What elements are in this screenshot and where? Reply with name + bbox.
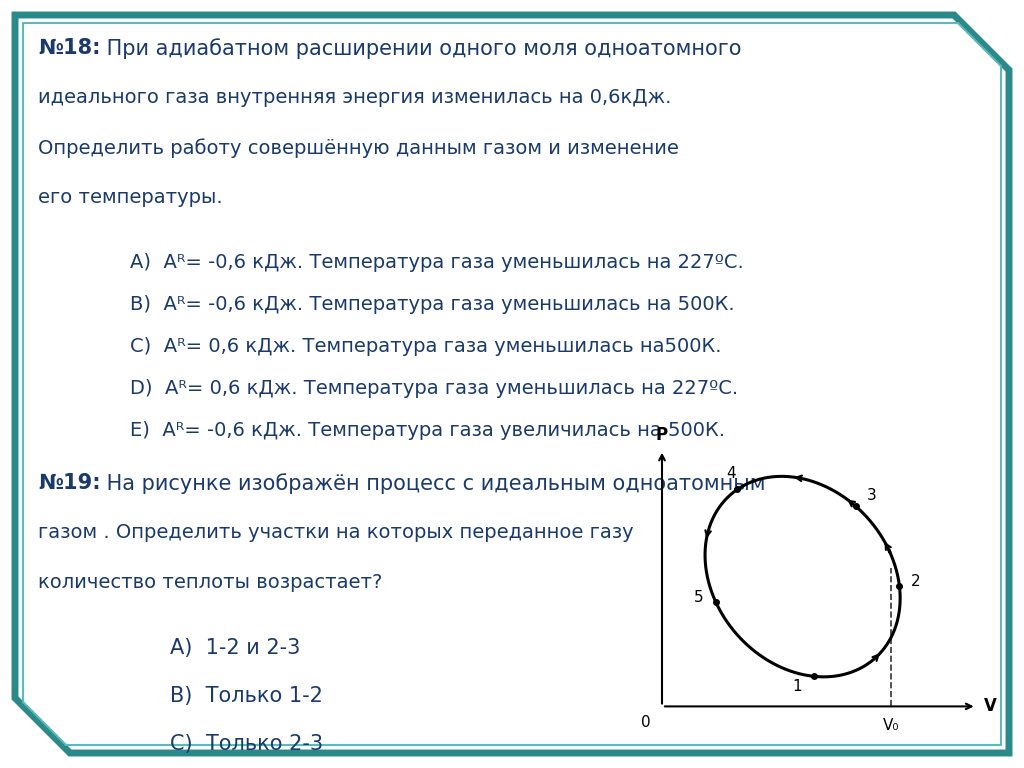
Text: 1: 1: [793, 679, 802, 694]
Text: В)  Аᴿ= -0,6 кДж. Температура газа уменьшилась на 500К.: В) Аᴿ= -0,6 кДж. Температура газа уменьш…: [130, 295, 734, 314]
Text: 4: 4: [726, 465, 736, 481]
Text: Определить работу совершённую данным газом и изменение: Определить работу совершённую данным газ…: [38, 138, 679, 157]
Text: V₀: V₀: [883, 718, 900, 733]
Text: №18:: №18:: [38, 38, 100, 58]
Text: газом . Определить участки на которых переданное газу: газом . Определить участки на которых пе…: [38, 523, 634, 542]
Text: P: P: [656, 425, 668, 444]
Text: В)  Только 1-2: В) Только 1-2: [170, 686, 323, 706]
Text: Е)  Аᴿ= -0,6 кДж. Температура газа увеличилась на 500К.: Е) Аᴿ= -0,6 кДж. Температура газа увелич…: [130, 421, 725, 440]
Text: №19:: №19:: [38, 473, 100, 493]
Text: 5: 5: [693, 590, 703, 605]
Text: С)  Аᴿ= 0,6 кДж. Температура газа уменьшилась на500К.: С) Аᴿ= 0,6 кДж. Температура газа уменьши…: [130, 337, 722, 356]
Text: При адиабатном расширении одного моля одноатомного: При адиабатном расширении одного моля од…: [100, 38, 741, 59]
Text: 3: 3: [867, 488, 877, 503]
Text: А)  Аᴿ= -0,6 кДж. Температура газа уменьшилась на 227ºС.: А) Аᴿ= -0,6 кДж. Температура газа уменьш…: [130, 253, 743, 272]
Text: V: V: [984, 697, 996, 716]
Text: А)  1-2 и 2-3: А) 1-2 и 2-3: [170, 638, 300, 658]
Text: идеального газа внутренняя энергия изменилась на 0,6кДж.: идеального газа внутренняя энергия измен…: [38, 88, 672, 107]
Text: его температуры.: его температуры.: [38, 188, 222, 207]
Text: количество теплоты возрастает?: количество теплоты возрастает?: [38, 573, 382, 592]
Text: D)  Аᴿ= 0,6 кДж. Температура газа уменьшилась на 227ºС.: D) Аᴿ= 0,6 кДж. Температура газа уменьши…: [130, 379, 738, 398]
Text: На рисунке изображён процесс с идеальным одноатомным: На рисунке изображён процесс с идеальным…: [100, 473, 766, 494]
Text: 0: 0: [641, 715, 651, 730]
Text: С)  Только 2-3: С) Только 2-3: [170, 734, 324, 754]
Text: 2: 2: [910, 574, 921, 589]
